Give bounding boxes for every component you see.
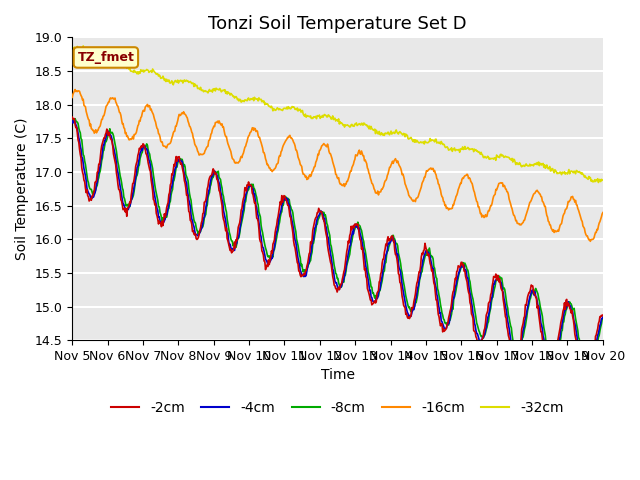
-16cm <box>418 180 426 186</box>
-8cm <box>584 376 592 382</box>
-8cm <box>215 175 223 180</box>
-16cm <box>187 126 195 132</box>
-4cm <box>583 378 591 384</box>
-2cm <box>132 161 140 167</box>
Line: -32cm: -32cm <box>72 46 603 182</box>
-8cm <box>68 119 76 124</box>
Line: -16cm: -16cm <box>72 90 603 241</box>
-2cm <box>186 217 194 223</box>
-8cm <box>403 296 410 302</box>
-16cm <box>68 95 76 100</box>
-32cm <box>133 71 141 77</box>
Y-axis label: Soil Temperature (C): Soil Temperature (C) <box>15 118 29 260</box>
-16cm <box>599 210 607 216</box>
-8cm <box>418 269 426 275</box>
X-axis label: Time: Time <box>321 369 355 383</box>
Line: -2cm: -2cm <box>72 117 603 384</box>
Line: -4cm: -4cm <box>72 120 603 381</box>
-8cm <box>187 197 195 203</box>
-32cm <box>403 132 410 138</box>
-4cm <box>79 155 86 161</box>
-32cm <box>79 43 87 49</box>
-16cm <box>79 97 86 103</box>
-8cm <box>599 315 607 321</box>
-16cm <box>215 118 223 124</box>
-2cm <box>214 181 222 187</box>
-4cm <box>187 212 195 217</box>
-2cm <box>78 165 86 170</box>
-32cm <box>215 87 223 93</box>
-2cm <box>68 114 76 120</box>
-4cm <box>68 118 76 124</box>
-4cm <box>418 264 426 270</box>
-8cm <box>133 172 141 178</box>
-16cm <box>403 185 410 191</box>
Line: -8cm: -8cm <box>72 119 603 379</box>
-2cm <box>583 382 591 387</box>
-8cm <box>71 116 79 121</box>
-4cm <box>403 306 410 312</box>
-8cm <box>79 144 86 150</box>
-32cm <box>78 46 86 52</box>
-32cm <box>418 140 426 146</box>
-2cm <box>402 312 410 317</box>
-32cm <box>187 80 195 85</box>
-4cm <box>599 314 607 320</box>
-4cm <box>70 118 78 123</box>
-16cm <box>586 239 594 244</box>
Text: TZ_fmet: TZ_fmet <box>77 51 134 64</box>
Legend: -2cm, -4cm, -8cm, -16cm, -32cm: -2cm, -4cm, -8cm, -16cm, -32cm <box>106 396 570 421</box>
-32cm <box>599 178 607 183</box>
-16cm <box>71 87 79 93</box>
-32cm <box>68 47 76 53</box>
-2cm <box>599 312 607 318</box>
-16cm <box>133 126 141 132</box>
-4cm <box>133 165 141 170</box>
-32cm <box>595 180 602 185</box>
Title: Tonzi Soil Temperature Set D: Tonzi Soil Temperature Set D <box>208 15 467 33</box>
-4cm <box>215 180 223 185</box>
-2cm <box>417 254 425 260</box>
